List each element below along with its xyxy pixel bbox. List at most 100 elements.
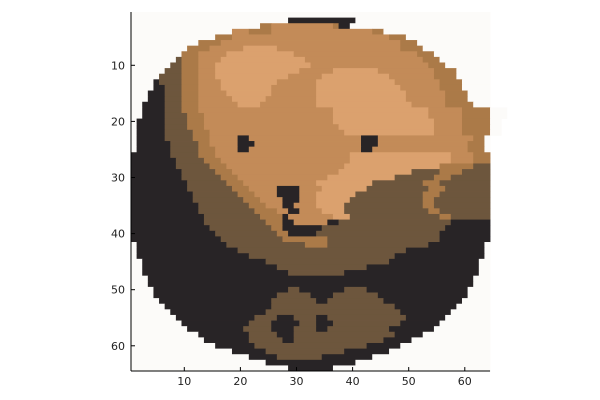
heatmap-cell-run — [377, 135, 474, 142]
heatmap-cell-run — [467, 286, 491, 293]
heatmap-cell-run — [276, 292, 311, 299]
heatmap-cell-run — [164, 124, 188, 131]
heatmap-cell-run — [271, 303, 396, 310]
heatmap-cell-run — [131, 124, 138, 131]
heatmap-cell-run — [327, 298, 384, 305]
heatmap-cell-run — [288, 365, 334, 372]
heatmap-cell-run — [265, 348, 345, 355]
heatmap-cell-run — [159, 73, 182, 80]
heatmap-cell-run — [198, 90, 227, 97]
heatmap-cell-run — [131, 174, 182, 181]
heatmap-cell-run — [355, 17, 491, 24]
heatmap-cell-run — [389, 34, 407, 41]
heatmap-cell-run — [355, 191, 424, 198]
heatmap-cell-run — [490, 107, 508, 114]
heatmap-cell-run — [332, 213, 351, 220]
heatmap-cell-run — [461, 124, 491, 131]
heatmap-cell-run — [478, 270, 491, 277]
heatmap-cell-run — [248, 202, 267, 209]
heatmap-cell-run — [473, 163, 491, 170]
heatmap-cell-run — [422, 56, 440, 63]
heatmap-cell-run — [316, 101, 412, 108]
heatmap-cell-run — [181, 51, 199, 58]
heatmap-cell-run — [187, 326, 244, 333]
heatmap-cell-run — [131, 225, 210, 232]
heatmap-cell-run — [433, 73, 457, 80]
heatmap-cell-run — [198, 152, 216, 159]
heatmap-cell-run — [366, 342, 401, 349]
heatmap-cell-run — [131, 96, 149, 103]
heatmap-cell-run — [131, 320, 182, 327]
heatmap-cell-run — [164, 135, 194, 142]
heatmap-cell-run — [490, 112, 508, 119]
heatmap-cell-run — [327, 242, 429, 249]
heatmap-cell-run — [271, 225, 283, 232]
heatmap-cell-run — [332, 320, 401, 327]
heatmap-cell-run — [131, 12, 491, 19]
heatmap-cell-run — [355, 359, 491, 366]
heatmap-cell-run — [450, 174, 491, 181]
heatmap-cell-run — [136, 146, 171, 153]
heatmap-cell-run — [220, 84, 272, 91]
heatmap-cell-run — [131, 202, 199, 209]
heatmap-cell-run — [473, 152, 491, 159]
heatmap-cell-run — [450, 213, 491, 220]
heatmap-cell-run — [131, 107, 143, 114]
heatmap-cell-run — [136, 129, 166, 136]
heatmap-cell-run — [209, 225, 272, 232]
heatmap-cell-run — [198, 84, 222, 91]
heatmap-cell-run — [271, 298, 317, 305]
heatmap-cell-run — [411, 101, 446, 108]
heatmap-cell-run — [321, 225, 446, 232]
heatmap-cell-run — [136, 118, 166, 125]
heatmap-cell-run — [428, 242, 485, 249]
heatmap-cell-run — [473, 101, 491, 108]
heatmap-cell-run — [433, 129, 463, 136]
heatmap-cell-run — [265, 359, 356, 366]
heatmap-cell-run — [153, 286, 289, 293]
heatmap-cell-run — [215, 62, 311, 69]
heatmap-cell-run — [276, 185, 300, 192]
heatmap-cell-run — [237, 101, 261, 108]
heatmap-cell-run — [422, 331, 491, 338]
heatmap-cell-run — [192, 197, 244, 204]
heatmap-cell-run — [181, 101, 199, 108]
heatmap-cell-run — [288, 230, 317, 237]
heatmap-cell-run — [450, 157, 474, 164]
heatmap-cell-run — [231, 28, 250, 35]
heatmap-cell-run — [439, 191, 491, 198]
heatmap-cell-run — [473, 281, 491, 288]
heatmap-cell-run — [478, 258, 491, 265]
heatmap-cell-run — [271, 28, 373, 35]
heatmap-cell-run — [131, 331, 199, 338]
heatmap-cell-run — [361, 146, 373, 153]
heatmap-cell-run — [276, 331, 295, 338]
heatmap-cell-run — [405, 96, 446, 103]
heatmap-cell-run — [338, 169, 412, 176]
heatmap-cell-run — [220, 79, 278, 86]
heatmap-cell-run — [220, 56, 306, 63]
heatmap-cell-run — [181, 79, 199, 86]
heatmap-cell-run — [131, 163, 177, 170]
heatmap-cell-run — [142, 258, 267, 265]
heatmap-cell-run — [136, 247, 238, 254]
heatmap-cell-run — [254, 191, 278, 198]
heatmap-cell-run — [198, 79, 222, 86]
heatmap-cell-run — [332, 365, 491, 372]
heatmap-cell-run — [131, 40, 199, 47]
heatmap-cell-run — [422, 180, 440, 187]
heatmap-cell-run — [316, 197, 351, 204]
heatmap-cell-run — [254, 141, 362, 148]
heatmap-cell-run — [439, 180, 491, 187]
heatmap-cell-run — [131, 152, 171, 159]
heatmap-cell-run — [445, 90, 468, 97]
heatmap-cell-run — [164, 101, 182, 108]
heatmap-cell-run — [131, 51, 182, 58]
heatmap-cell-run — [327, 236, 440, 243]
heatmap-cell-run — [131, 141, 138, 148]
heatmap-cell-run — [136, 135, 166, 142]
heatmap-cell-run — [389, 326, 435, 333]
heatmap-cell-run — [175, 56, 182, 63]
heatmap-cell-run — [231, 34, 390, 41]
